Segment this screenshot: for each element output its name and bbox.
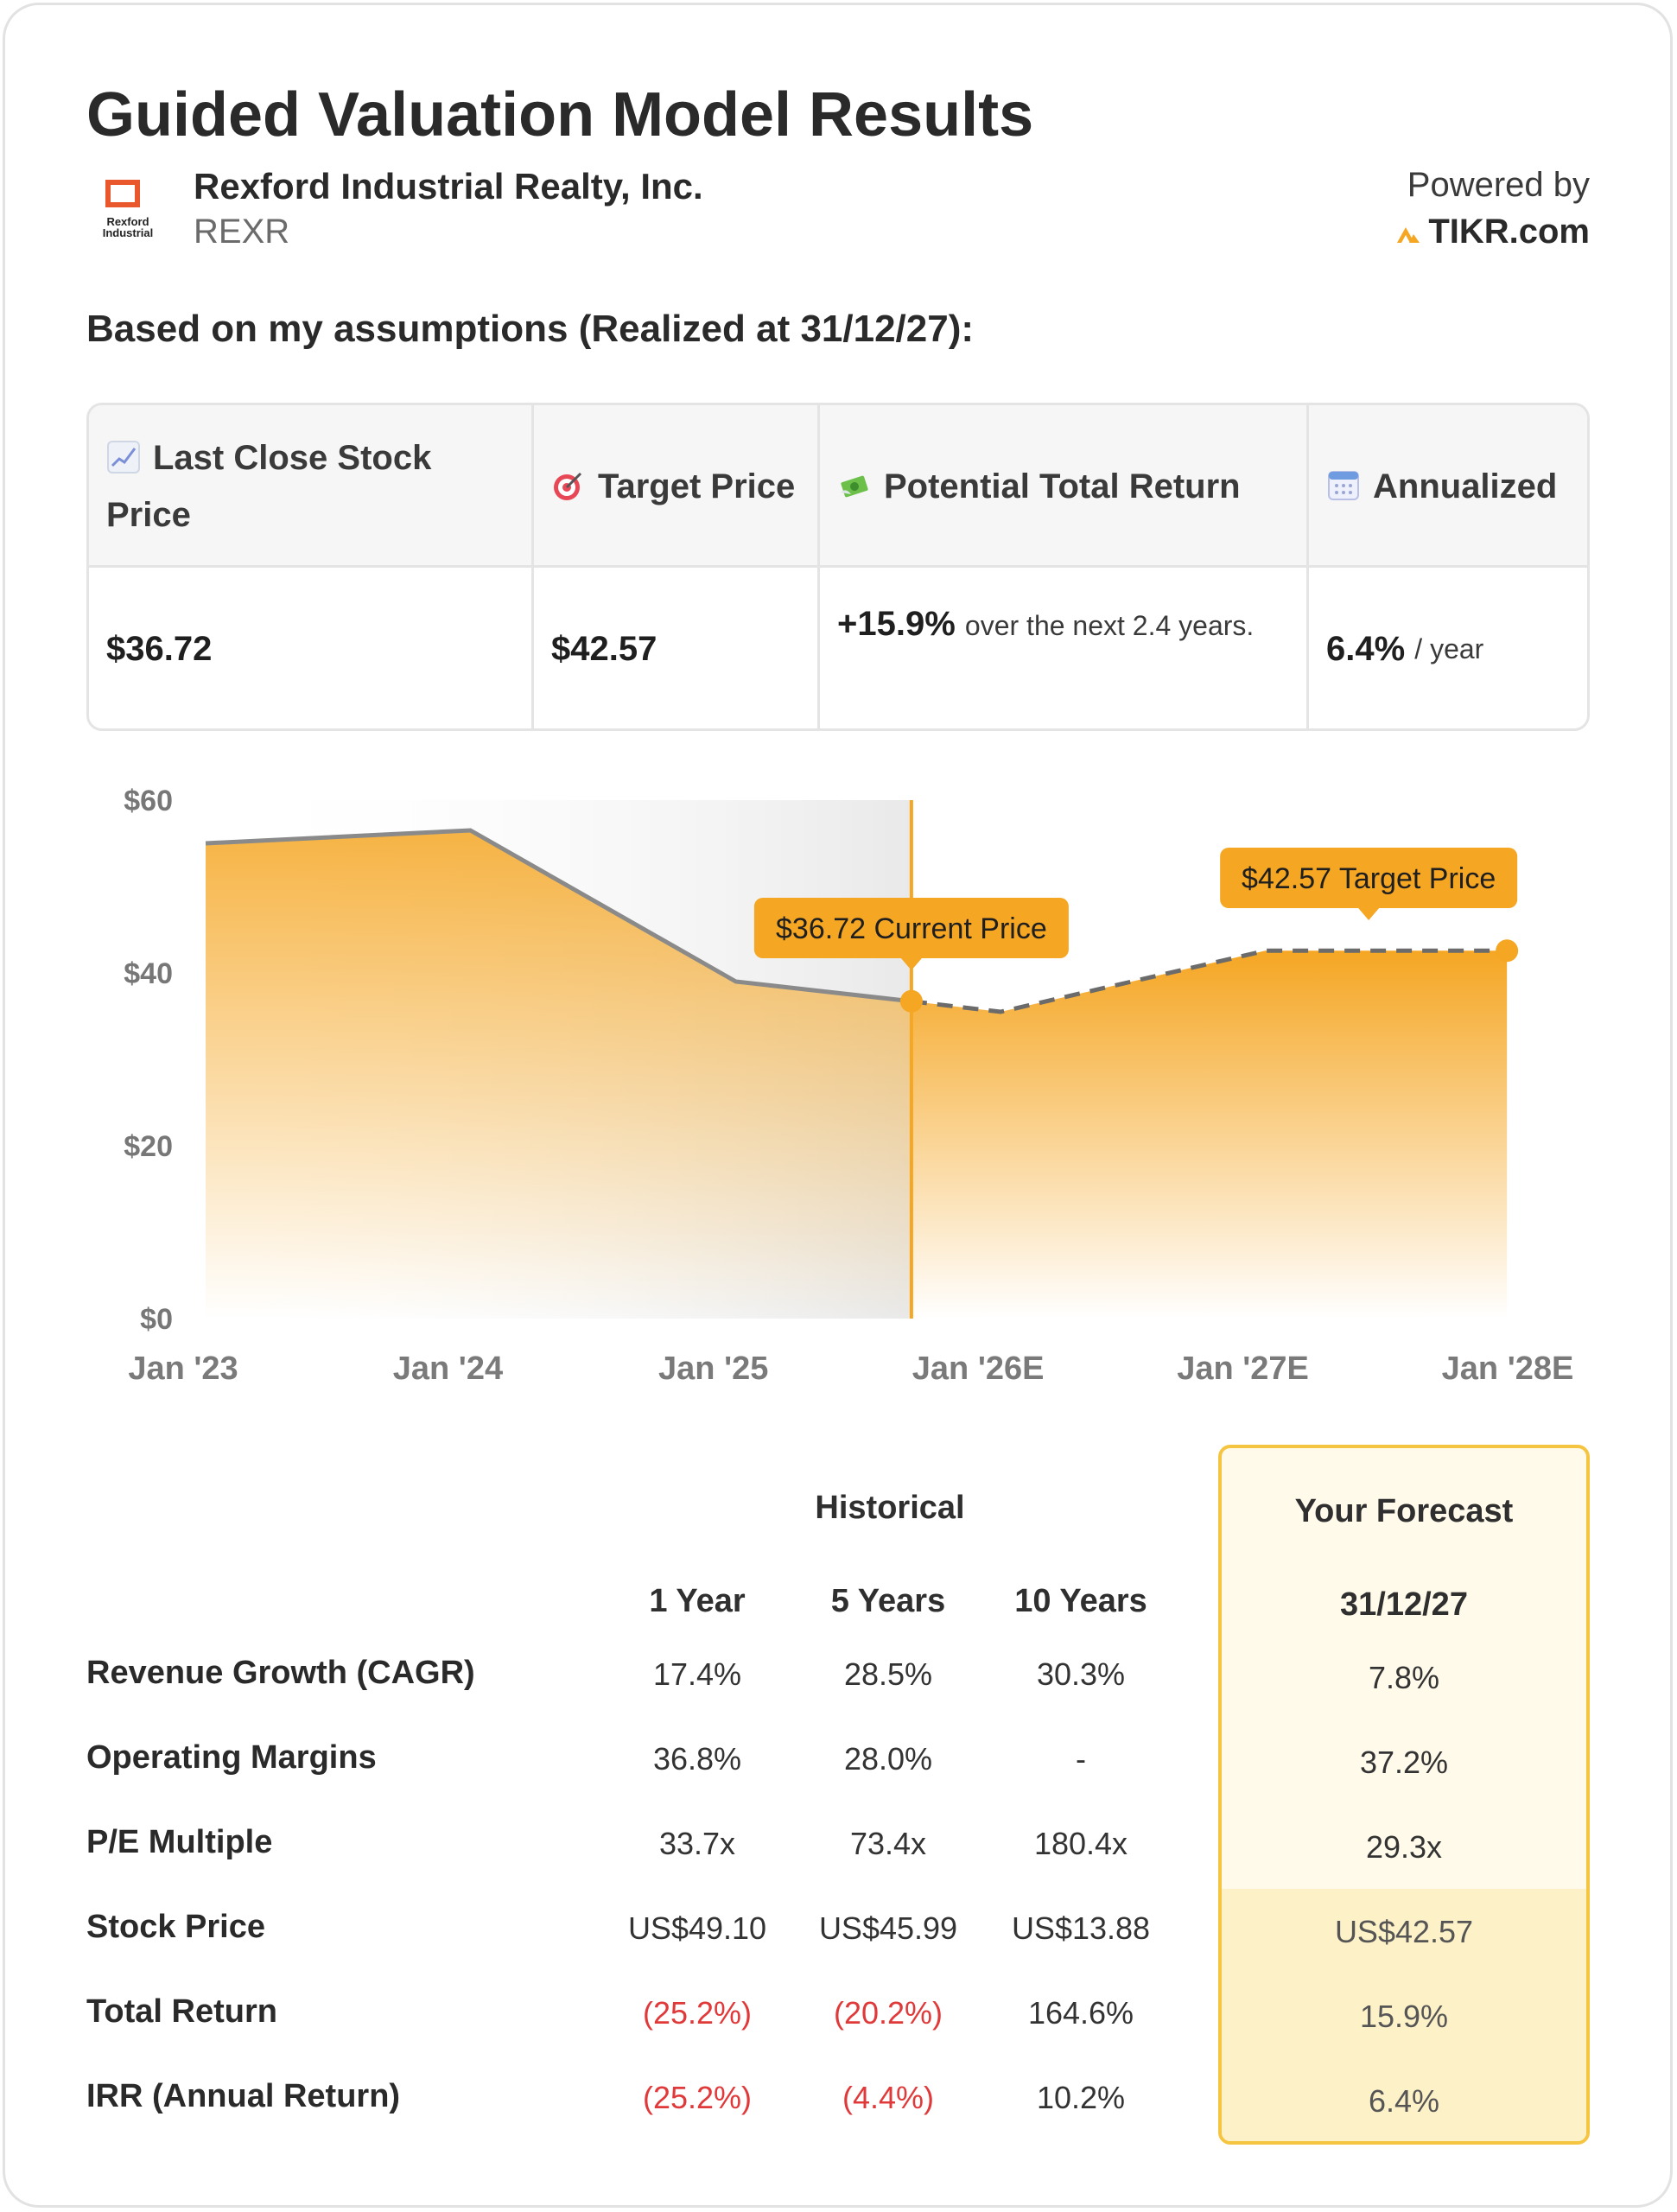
chart-increasing-icon	[107, 441, 140, 474]
forecast-highlight	[1222, 1889, 1586, 2141]
logo-text: Rexford Industrial	[102, 215, 154, 239]
y-tick-label: $60	[124, 785, 173, 817]
metric-cell: 28.0%	[843, 1741, 933, 1777]
target-price-callout-box	[1220, 848, 1518, 908]
forecast-cell: 7.8%	[1368, 1660, 1440, 1695]
money-with-wings-icon	[841, 475, 868, 498]
metric-cell: 10.2%	[1036, 2080, 1126, 2115]
company-logo: Rexford Industrial	[86, 169, 164, 247]
x-tick-label: Jan '27E	[1177, 1351, 1309, 1387]
period-header-10y: 10 Years	[1014, 1583, 1147, 1619]
current-price-callout-pointer	[900, 958, 922, 970]
page-title: Guided Valuation Model Results	[86, 80, 1034, 149]
metric-cell: US$45.99	[818, 1910, 958, 1946]
x-tick-label: Jan '23	[128, 1351, 238, 1387]
annualized-percent: 6.4%	[1326, 629, 1406, 668]
powered-by-label: Powered by	[1407, 166, 1590, 204]
metric-row-label: P/E Multiple	[86, 1824, 273, 1860]
target-price-callout-label: $42.57 Target Price	[1242, 862, 1496, 895]
forecast-cell: 37.2%	[1359, 1745, 1449, 1780]
forecast-cell: US$42.57	[1334, 1914, 1474, 1949]
annualized-unit: / year	[1414, 632, 1484, 664]
company-header: Rexford Industrial Rexford Industrial Re…	[86, 166, 1590, 261]
forecast-cell: 6.4%	[1368, 2083, 1440, 2119]
metric-cell: 30.3%	[1036, 1656, 1126, 1692]
summary-col-return: Potential Total Return +15.9% over the n…	[820, 405, 1309, 728]
x-tick-label: Jan '26E	[912, 1351, 1045, 1387]
metric-row-label: Operating Margins	[86, 1739, 377, 1776]
potential-return-value: +15.9% over the next 2.4 years.	[837, 568, 1294, 728]
metric-cell: 164.6%	[1027, 1995, 1134, 2031]
forecast-column	[1218, 1445, 1590, 2145]
metric-cell: (20.2%)	[833, 1995, 943, 2031]
metric-cell: US$49.10	[627, 1910, 767, 1946]
tikr-brand-text: TIKR.com	[1428, 213, 1590, 251]
x-tick-label: Jan '28E	[1442, 1351, 1574, 1387]
tikr-brand-link[interactable]: TIKR.com	[1395, 213, 1590, 251]
x-tick-label: Jan '24	[393, 1351, 503, 1387]
forecast-area	[911, 950, 1508, 1319]
annualized-value: 6.4% / year	[1326, 568, 1580, 728]
metric-row-label: Revenue Growth (CAGR)	[86, 1655, 475, 1691]
metric-cell: 17.4%	[652, 1656, 742, 1692]
metric-cell: 73.4x	[849, 1826, 927, 1861]
summary-col-last-close: Last Close Stock Price $36.72	[89, 405, 534, 728]
summary-header-annualized: Annualized	[1326, 405, 1580, 568]
metric-cell: 180.4x	[1033, 1826, 1128, 1861]
metric-row-label: Total Return	[86, 1993, 277, 2030]
target-price-callout-pointer	[1358, 908, 1380, 920]
current-price-callout-box	[753, 898, 1069, 958]
period-header-5y: 5 Years	[830, 1583, 946, 1619]
summary-header-last-close: Last Close Stock Price	[106, 439, 432, 534]
historical-area	[206, 830, 912, 1319]
price-chart: $0 $20 $40 $60 Jan '23 Jan '24 Jan '25 Jan '26E…	[86, 760, 1607, 1417]
metric-cell: (25.2%)	[642, 1995, 753, 2031]
metric-cell: US$13.88	[1011, 1910, 1151, 1946]
summary-col-target: Target Price $42.57	[534, 405, 820, 728]
company-name: Rexford Industrial Realty, Inc.	[194, 166, 703, 207]
metric-row-label: IRR (Annual Return)	[86, 2078, 401, 2114]
forecast-cell: 15.9%	[1359, 1999, 1449, 2034]
forecast-cell: 29.3x	[1365, 1829, 1443, 1865]
target-price-marker	[1496, 939, 1519, 963]
target-price-value: $42.57	[551, 629, 657, 668]
summary-header-target: Target Price	[551, 405, 805, 568]
y-tick-label: $0	[140, 1303, 173, 1336]
x-tick-label: Jan '25	[658, 1351, 768, 1387]
period-header-1y: 1 Year	[649, 1583, 746, 1619]
potential-return-period: over the next 2.4 years.	[964, 610, 1255, 641]
summary-col-annualized: Annualized 6.4% / year	[1309, 405, 1587, 728]
potential-return-percent: +15.9%	[837, 605, 956, 643]
metric-cell: 33.7x	[658, 1826, 736, 1861]
historical-line	[205, 828, 912, 1004]
summary-table: Last Close Stock Price $36.72 Target Pri…	[86, 403, 1590, 731]
forecast-date-header: 31/12/27	[1340, 1586, 1468, 1623]
historical-header: Historical	[815, 1490, 965, 1526]
y-tick-label: $20	[124, 1130, 173, 1163]
metric-row-label: Stock Price	[86, 1909, 265, 1945]
metric-cell: 28.5%	[843, 1656, 933, 1692]
metric-cell: (4.4%)	[842, 2080, 935, 2115]
y-tick-label: $40	[124, 957, 173, 990]
summary-header-return: Potential Total Return	[837, 405, 1294, 568]
current-price-marker	[899, 989, 923, 1013]
assumptions-heading: Based on my assumptions (Realized at 31/…	[86, 308, 975, 350]
calendar-icon	[1328, 471, 1359, 500]
target-icon	[554, 472, 582, 500]
current-price-callout-label: $36.72 Current Price	[776, 912, 1047, 945]
ticker-symbol: REXR	[194, 213, 290, 251]
forecast-header: Your Forecast	[1294, 1493, 1514, 1529]
tikr-logo-icon	[1397, 227, 1420, 243]
metric-cell: -	[1076, 1741, 1086, 1777]
price-chart-svg: $0 $20 $40 $60 Jan '23 Jan '24 Jan '25 Jan '26E…	[124, 785, 1574, 1387]
metric-cell: 36.8%	[652, 1741, 742, 1777]
metric-cell: (25.2%)	[642, 2080, 753, 2115]
last-close-price-value: $36.72	[106, 629, 213, 668]
